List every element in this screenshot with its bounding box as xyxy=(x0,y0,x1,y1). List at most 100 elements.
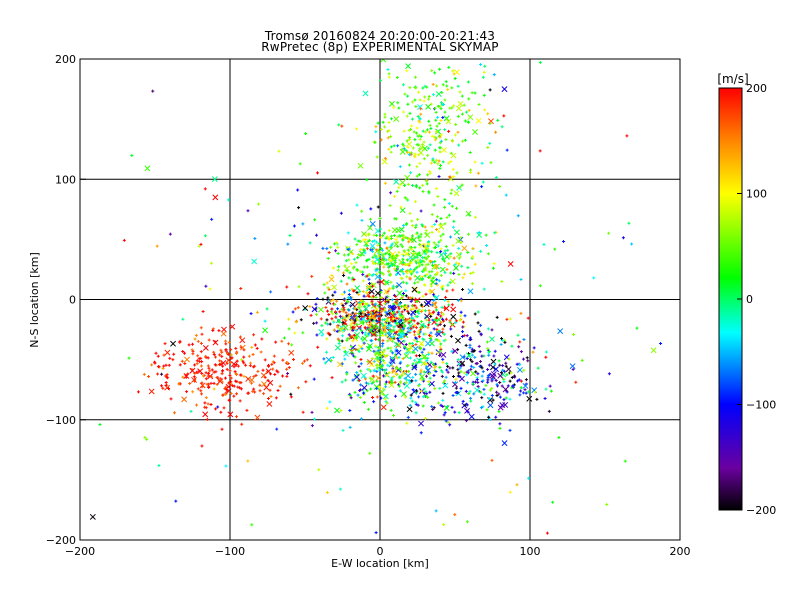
data-point xyxy=(490,328,494,332)
data-point xyxy=(296,188,300,192)
data-point xyxy=(395,240,399,244)
data-point xyxy=(297,285,301,289)
data-point xyxy=(371,255,375,259)
data-point xyxy=(217,379,221,383)
data-point xyxy=(497,410,501,414)
data-point xyxy=(168,232,172,236)
data-point xyxy=(454,381,458,385)
data-point xyxy=(337,265,341,269)
data-point xyxy=(197,357,201,361)
data-point xyxy=(437,174,441,178)
data-point xyxy=(389,264,393,268)
data-point xyxy=(420,378,424,382)
data-point xyxy=(376,356,380,360)
data-point xyxy=(414,223,418,227)
data-point xyxy=(505,148,509,152)
data-point xyxy=(360,209,364,213)
data-point xyxy=(498,426,502,430)
data-point xyxy=(469,358,473,362)
data-point xyxy=(481,370,485,374)
data-point xyxy=(367,294,371,298)
data-point xyxy=(437,121,441,125)
data-point xyxy=(328,322,332,326)
data-point xyxy=(130,154,134,158)
data-point xyxy=(500,125,504,129)
data-point xyxy=(441,360,445,364)
data-point xyxy=(480,354,484,358)
data-point xyxy=(263,375,267,379)
data-point xyxy=(480,396,484,400)
data-point xyxy=(390,381,394,385)
data-point xyxy=(287,342,291,346)
data-point xyxy=(361,299,365,303)
data-point-cross xyxy=(456,184,463,191)
data-point xyxy=(229,376,233,380)
data-point-cross xyxy=(381,158,388,165)
data-point xyxy=(440,369,444,373)
data-point xyxy=(367,304,371,308)
data-point xyxy=(424,257,428,261)
data-point xyxy=(470,353,474,357)
data-point xyxy=(363,331,367,335)
data-point xyxy=(370,318,374,322)
data-point xyxy=(316,171,320,175)
data-point xyxy=(471,246,475,250)
data-point xyxy=(164,363,168,367)
data-point xyxy=(535,397,539,401)
data-point xyxy=(438,166,442,170)
data-point xyxy=(398,165,402,169)
data-point xyxy=(488,388,492,392)
data-point xyxy=(384,236,388,240)
data-point xyxy=(379,290,383,294)
data-point xyxy=(360,337,364,341)
data-point xyxy=(385,334,389,338)
data-point-cross xyxy=(361,335,368,342)
data-point xyxy=(447,129,451,133)
data-point xyxy=(488,417,492,421)
data-point xyxy=(344,259,348,263)
data-point xyxy=(450,188,454,192)
data-point xyxy=(465,373,469,377)
data-point xyxy=(472,365,476,369)
data-point xyxy=(413,152,417,156)
data-point xyxy=(438,322,442,326)
data-point-cross xyxy=(461,245,468,252)
data-point xyxy=(427,190,431,194)
data-point xyxy=(229,348,233,352)
data-point xyxy=(445,267,449,271)
data-point xyxy=(418,147,422,151)
data-point xyxy=(351,378,355,382)
data-point xyxy=(368,217,372,221)
data-point xyxy=(443,298,447,302)
data-point xyxy=(325,406,329,410)
data-point xyxy=(441,357,445,361)
data-point xyxy=(455,171,459,175)
data-point xyxy=(488,88,492,92)
data-point xyxy=(430,69,434,73)
data-point xyxy=(418,354,422,358)
data-point xyxy=(419,107,423,111)
data-point xyxy=(323,361,327,365)
data-point-cross xyxy=(389,256,396,263)
data-point xyxy=(232,365,236,369)
data-point xyxy=(459,314,463,318)
data-point xyxy=(390,262,394,266)
data-point xyxy=(397,186,401,190)
data-point xyxy=(450,405,454,409)
data-point xyxy=(432,310,436,314)
data-point xyxy=(380,127,384,131)
data-point xyxy=(366,311,370,315)
data-point-cross xyxy=(358,319,365,326)
data-point xyxy=(580,358,584,362)
data-point xyxy=(251,352,255,356)
data-point xyxy=(497,359,501,363)
data-point-cross xyxy=(334,407,341,414)
data-point xyxy=(421,255,425,259)
data-point xyxy=(486,380,490,384)
data-point xyxy=(392,413,396,417)
data-point xyxy=(197,244,201,248)
data-point-cross xyxy=(472,128,478,135)
data-point xyxy=(348,425,352,429)
data-point-cross xyxy=(328,276,335,283)
data-point xyxy=(491,266,495,270)
